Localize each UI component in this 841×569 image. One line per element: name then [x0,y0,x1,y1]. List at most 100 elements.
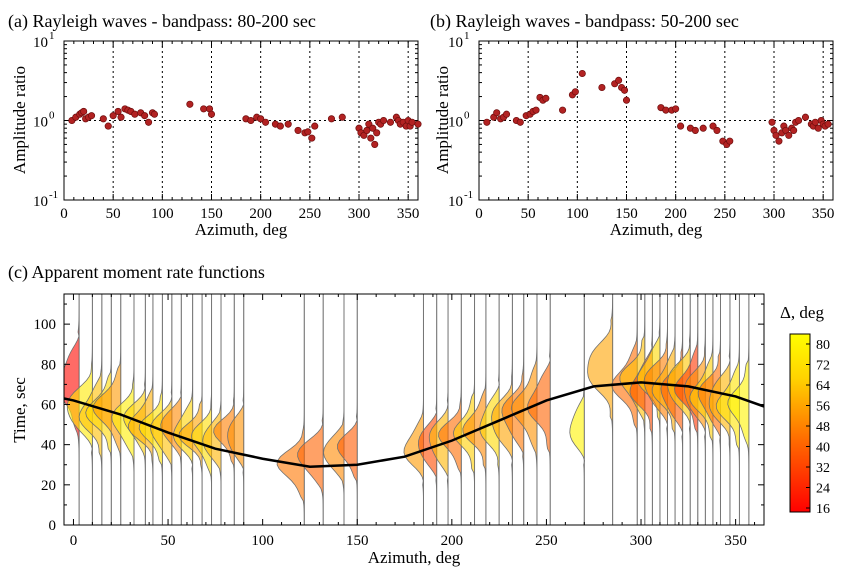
panel-a-data-point [141,112,149,120]
panel-a-data-point [87,112,96,120]
panel-a-xtick-label: 50 [106,206,121,222]
moment-rate-trace [160,294,182,525]
panel-c-xtick-label: 300 [630,533,653,549]
colorbar-ticks: 80 72 64 56 48 40 32 24 16 [806,338,830,517]
panel-b-ytick-exp: 0 [464,110,470,122]
panel-c-xtick-label: 100 [251,533,274,549]
colorbar-tick-label: 72 [816,359,830,374]
moment-rate-trace [569,294,585,525]
panel-b-data-point [672,105,680,113]
panel-b-data-point [493,109,501,117]
moment-rate-trace [403,294,424,525]
panel-b-data-point [814,124,822,132]
panel-b-ytick-label: 10 [448,35,463,51]
colorbar-tick-label: 56 [816,400,830,415]
panel-a-grid [64,41,418,200]
moment-rate-trace [190,294,212,525]
panel-a-data-point [284,120,292,128]
panel-a-data-point [327,115,336,123]
panel-b-data-point [598,83,606,92]
panel-a-ytick-label: 10 [33,115,48,131]
panel-b-data-point [775,137,783,145]
moment-rate-trace [727,294,750,525]
panel-a-title: (a) Rayleigh waves - bandpass: 80-200 se… [8,11,316,32]
panel-a-data-point [386,118,395,126]
panel-a-data-point [262,118,270,126]
colorbar-label: Δ, deg [780,303,824,322]
panel-a-ytick-label: 10 [33,35,48,51]
panel-c-ytick-label: 80 [41,357,56,373]
panel-c-ytick-label: 40 [41,438,56,454]
panel-c-xlabel: Azimuth, deg [368,548,461,567]
colorbar-tick-label: 40 [816,441,830,456]
panel-a-data-point [338,113,346,121]
colorbar-tick-label: 80 [816,338,830,353]
colorbar-tick-label: 64 [816,379,830,394]
panel-b-grid [479,41,833,200]
panel-b-xlabel: Azimuth, deg [610,220,703,239]
panel-a-data-point [247,116,255,125]
duration-curve [64,381,764,469]
panel-b-data-point [677,122,685,130]
moment-rate-trace [123,294,146,525]
panel-b-data-point [622,96,631,104]
panel-a-data-point [99,115,107,123]
panel-c-title: (c) Apparent moment rate functions [8,262,265,283]
moment-rate-trace [660,294,684,525]
panel-a-data-point [363,126,371,134]
panel-a-data-point [257,115,265,123]
panel-a-data-point [131,110,139,118]
panel-b-data-point [571,88,579,96]
panel-b-xtick-label: 350 [812,206,835,222]
moment-rate-trace [202,294,222,525]
panel-c-ytick-label: 60 [41,397,56,413]
moment-rate-trace [150,294,173,525]
panel-a-xlabel: Azimuth, deg [195,220,288,239]
moment-rate-trace [417,294,438,525]
panel-b-data-point [502,110,511,118]
panel-b-data-point [542,94,550,102]
panel-a-data-point [408,118,416,126]
panel-c-ytick-label: 0 [49,518,57,534]
moment-rate-trace [337,294,358,525]
panel-b-data-point [516,118,524,126]
moment-rate-traces [64,294,750,525]
moment-rate-trace [173,294,194,525]
panel-b-data-point [578,69,586,78]
panel-a-data-point [145,118,153,126]
moment-rate-trace [111,294,135,525]
panel-a-data-point [150,110,159,118]
panel-b-data-point [772,131,780,139]
panel-b-ytick-exp: 1 [464,30,470,42]
moment-rate-trace [619,294,646,525]
moment-rate-trace [138,294,163,525]
panel-a-data-point [104,122,112,130]
panel-c-xtick-label: 250 [535,533,558,549]
panel-b-data-point [713,126,721,134]
moment-rate-trace [213,294,235,525]
panel-b-xtick-label: 250 [714,206,737,222]
panel-b-data-point [801,113,810,121]
panel-b-xtick-label: 0 [475,206,483,222]
panel-a-data-point [114,107,122,115]
panel-a-ylabel: Amplitude ratio [10,66,29,174]
panel-b-data-point [691,126,699,134]
moment-rate-trace [611,294,638,525]
moment-rate-trace [479,294,500,525]
panel-a-data-point [207,110,216,118]
moment-rate-trace [689,294,714,525]
colorbar-tick-label: 32 [816,461,830,476]
panel-a-points [68,100,422,148]
panel-c-ytick-label: 20 [41,478,56,494]
panel-b-data-point [768,118,776,126]
moment-rate-trace [715,294,740,525]
panel-b-ytick-exp: -1 [464,189,473,201]
panel-b-data-point [662,106,670,114]
moment-rate-trace [323,294,345,525]
moment-rate-trace [66,294,93,525]
panel-c-plot: 0 50 100 150 200 250 300 350 0 20 40 60 80 100 [34,293,765,549]
panel-a-ytick-exp: 1 [49,30,55,42]
panel-b-data-point [811,118,819,126]
